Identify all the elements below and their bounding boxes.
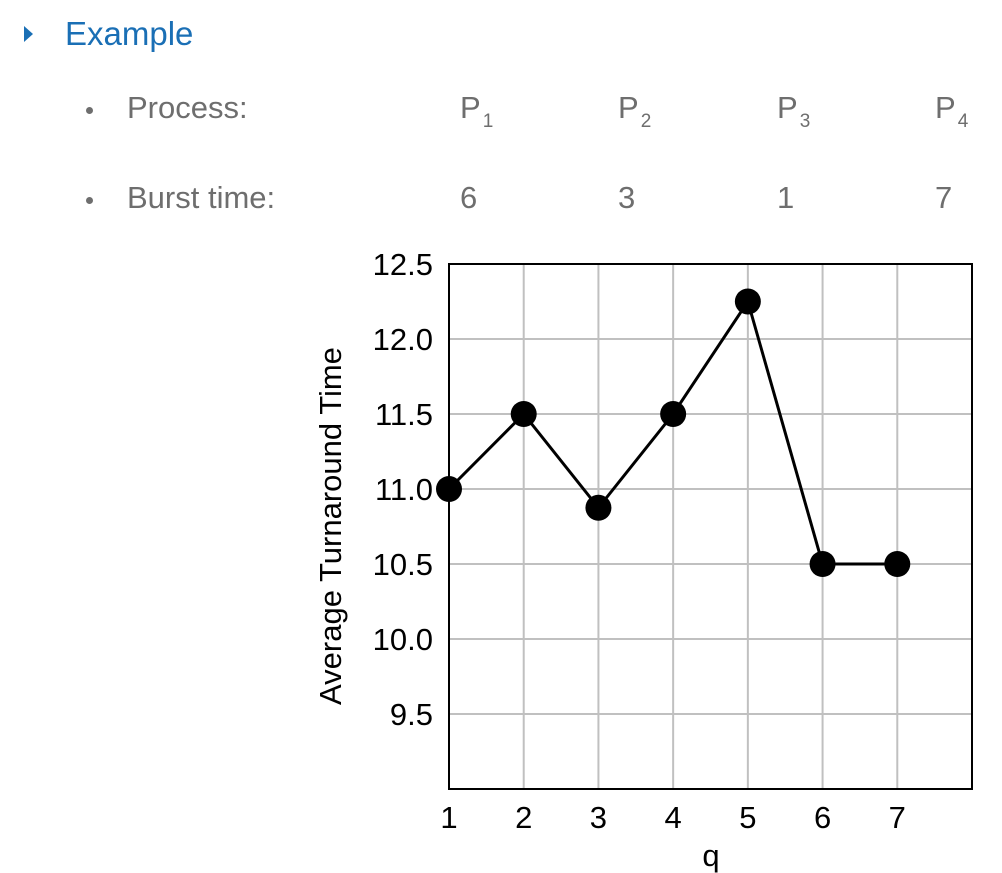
y-tick-label: 11.5	[375, 397, 433, 432]
x-axis-label: q	[702, 838, 719, 873]
row-label: Burst time:	[127, 180, 276, 215]
burst-cell: 1	[777, 180, 795, 215]
data-point	[436, 476, 462, 502]
heading-text: Example	[65, 15, 194, 52]
x-tick-label: 2	[515, 800, 532, 835]
y-tick-label: 12.5	[373, 247, 433, 282]
burst-cell: 6	[460, 180, 478, 215]
x-tick-label: 7	[889, 800, 906, 835]
y-tick-label: 10.5	[373, 547, 433, 582]
chart-labels: 1 2 3 4 5 6 7 9.5 10.0 10.5 11.0 11.5 12.0 12.5 q Avera…	[313, 247, 906, 873]
data-point	[585, 494, 612, 521]
bullet-dot-icon	[86, 197, 93, 204]
x-tick-label: 6	[814, 800, 831, 835]
x-tick-label: 3	[590, 800, 607, 835]
data-point	[734, 288, 761, 315]
y-tick-label: 9.5	[390, 697, 433, 732]
chart-grid	[448, 263, 973, 790]
data-point	[510, 401, 537, 427]
burst-cell: 7	[935, 180, 953, 215]
y-tick-label: 11.0	[375, 472, 433, 507]
y-axis-label: Average Turnaround Time	[313, 347, 348, 705]
data-point	[660, 401, 687, 427]
triangle-bullet-icon	[24, 26, 33, 42]
plot-frame	[448, 263, 973, 790]
section-heading: Example	[24, 12, 193, 56]
burst-cell: 3	[618, 180, 636, 215]
x-tick-label: 1	[440, 800, 457, 835]
y-tick-label: 10.0	[373, 622, 433, 657]
data-point	[809, 551, 836, 577]
data-point	[884, 551, 911, 577]
bullet-dot-icon	[86, 107, 93, 114]
burst-time-row: Burst time: 6 3 1 7	[0, 180, 1002, 220]
x-tick-label: 4	[665, 800, 682, 835]
chart-series	[436, 288, 911, 577]
x-tick-label: 5	[739, 800, 756, 835]
y-tick-label: 12.0	[373, 322, 433, 357]
row-label: Process:	[127, 90, 248, 125]
